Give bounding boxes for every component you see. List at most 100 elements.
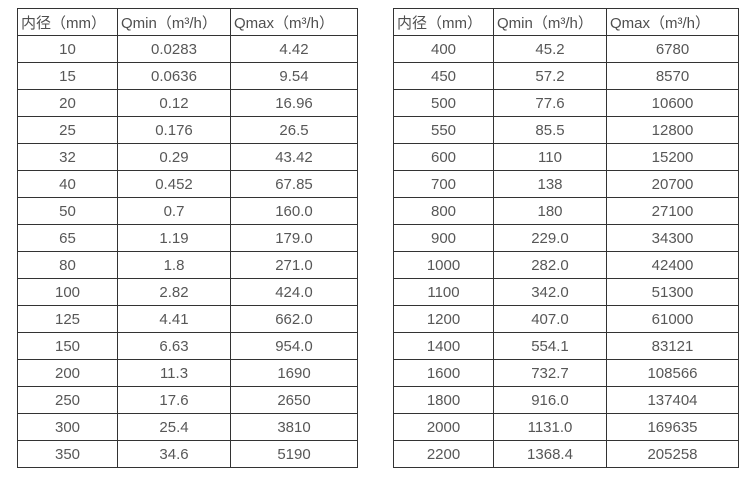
table-cell-qmax-m3h: 271.0 (230, 251, 358, 279)
table-cell-qmin-m3h: 0.176 (117, 116, 231, 144)
table-cell-qmax-m3h: 42400 (606, 251, 739, 279)
table-cell-qmax-m3h: 179.0 (230, 224, 358, 252)
table-cell-qmin-m3h: 407.0 (493, 305, 607, 333)
table-cell-qmin-m3h: 0.452 (117, 170, 231, 198)
table-row: 1600 732.7 108566 (393, 359, 739, 387)
table-cell-qmax-m3h: 424.0 (230, 278, 358, 306)
column-header-qmax-m3h: Qmax（m³/h） (230, 8, 358, 36)
table-row: 150 6.63 954.0 (17, 332, 358, 360)
table-cell-inner-diameter-mm: 32 (17, 143, 118, 171)
table-cell-qmax-m3h: 16.96 (230, 89, 358, 117)
table-row: 800 180 27100 (393, 197, 739, 225)
table-row: 350 34.6 5190 (17, 440, 358, 468)
table-cell-inner-diameter-mm: 20 (17, 89, 118, 117)
table-cell-qmax-m3h: 61000 (606, 305, 739, 333)
table-row: 2000 1131.0 169635 (393, 413, 739, 441)
table-row: 65 1.19 179.0 (17, 224, 358, 252)
table-cell-qmin-m3h: 85.5 (493, 116, 607, 144)
table-cell-qmin-m3h: 0.7 (117, 197, 231, 225)
table-cell-qmax-m3h: 6780 (606, 35, 739, 63)
table-cell-qmin-m3h: 342.0 (493, 278, 607, 306)
table-cell-qmin-m3h: 4.41 (117, 305, 231, 333)
header-row: 内径（mm） Qmin（m³/h） Qmax（m³/h） (393, 8, 739, 36)
table-cell-qmax-m3h: 27100 (606, 197, 739, 225)
table-row: 2200 1368.4 205258 (393, 440, 739, 468)
table-row: 550 85.5 12800 (393, 116, 739, 144)
table-cell-qmax-m3h: 1690 (230, 359, 358, 387)
table-row: 20 0.12 16.96 (17, 89, 358, 117)
table-cell-qmin-m3h: 2.82 (117, 278, 231, 306)
table-cell-qmax-m3h: 8570 (606, 62, 739, 90)
table-cell-qmin-m3h: 1368.4 (493, 440, 607, 468)
table-cell-inner-diameter-mm: 40 (17, 170, 118, 198)
table-cell-qmin-m3h: 732.7 (493, 359, 607, 387)
table-cell-inner-diameter-mm: 400 (393, 35, 494, 63)
table-cell-inner-diameter-mm: 2000 (393, 413, 494, 441)
table-cell-inner-diameter-mm: 100 (17, 278, 118, 306)
table-cell-inner-diameter-mm: 900 (393, 224, 494, 252)
table-cell-qmin-m3h: 1131.0 (493, 413, 607, 441)
column-header-inner-diameter-mm: 内径（mm） (393, 8, 494, 36)
table-cell-qmin-m3h: 17.6 (117, 386, 231, 414)
table-row: 10 0.0283 4.42 (17, 35, 358, 63)
table-cell-qmax-m3h: 15200 (606, 143, 739, 171)
table-cell-inner-diameter-mm: 25 (17, 116, 118, 144)
table-cell-qmin-m3h: 34.6 (117, 440, 231, 468)
table-cell-qmin-m3h: 11.3 (117, 359, 231, 387)
table-row: 1000 282.0 42400 (393, 251, 739, 279)
table-cell-qmax-m3h: 34300 (606, 224, 739, 252)
table-row: 25 0.176 26.5 (17, 116, 358, 144)
table-row: 700 138 20700 (393, 170, 739, 198)
table-row: 600 110 15200 (393, 143, 739, 171)
table-cell-qmax-m3h: 83121 (606, 332, 739, 360)
table-cell-inner-diameter-mm: 350 (17, 440, 118, 468)
table-cell-qmax-m3h: 160.0 (230, 197, 358, 225)
table-cell-inner-diameter-mm: 1100 (393, 278, 494, 306)
table-cell-qmin-m3h: 1.8 (117, 251, 231, 279)
table-cell-inner-diameter-mm: 550 (393, 116, 494, 144)
flow-table-small-diameters: 内径（mm） Qmin（m³/h） Qmax（m³/h） 10 0.0283 4.42 15… (17, 8, 358, 468)
table-row: 15 0.0636 9.54 (17, 62, 358, 90)
table-row: 125 4.41 662.0 (17, 305, 358, 333)
table-cell-qmin-m3h: 554.1 (493, 332, 607, 360)
table-cell-qmax-m3h: 662.0 (230, 305, 358, 333)
table-cell-qmin-m3h: 0.0636 (117, 62, 231, 90)
table-cell-inner-diameter-mm: 65 (17, 224, 118, 252)
table-cell-inner-diameter-mm: 1800 (393, 386, 494, 414)
table-row: 400 45.2 6780 (393, 35, 739, 63)
table-cell-qmax-m3h: 20700 (606, 170, 739, 198)
table-cell-inner-diameter-mm: 700 (393, 170, 494, 198)
table-row: 200 11.3 1690 (17, 359, 358, 387)
table-cell-inner-diameter-mm: 10 (17, 35, 118, 63)
flow-table-large-diameters: 内径（mm） Qmin（m³/h） Qmax（m³/h） 400 45.2 6780 450… (393, 8, 739, 468)
table-row: 40 0.452 67.85 (17, 170, 358, 198)
table-cell-inner-diameter-mm: 200 (17, 359, 118, 387)
table-cell-inner-diameter-mm: 50 (17, 197, 118, 225)
table-cell-qmin-m3h: 57.2 (493, 62, 607, 90)
table-cell-qmax-m3h: 43.42 (230, 143, 358, 171)
table-cell-qmax-m3h: 26.5 (230, 116, 358, 144)
table-cell-inner-diameter-mm: 125 (17, 305, 118, 333)
table-cell-qmin-m3h: 6.63 (117, 332, 231, 360)
table-row: 80 1.8 271.0 (17, 251, 358, 279)
table-cell-qmin-m3h: 77.6 (493, 89, 607, 117)
table-cell-qmax-m3h: 108566 (606, 359, 739, 387)
table-row: 1200 407.0 61000 (393, 305, 739, 333)
table-cell-qmin-m3h: 0.12 (117, 89, 231, 117)
table-row: 1800 916.0 137404 (393, 386, 739, 414)
column-header-qmin-m3h: Qmin（m³/h） (493, 8, 607, 36)
table-cell-qmax-m3h: 205258 (606, 440, 739, 468)
table-cell-inner-diameter-mm: 450 (393, 62, 494, 90)
table-row: 900 229.0 34300 (393, 224, 739, 252)
table-cell-qmin-m3h: 229.0 (493, 224, 607, 252)
table-cell-qmin-m3h: 45.2 (493, 35, 607, 63)
table-cell-inner-diameter-mm: 1200 (393, 305, 494, 333)
table-cell-qmax-m3h: 5190 (230, 440, 358, 468)
table-cell-qmin-m3h: 282.0 (493, 251, 607, 279)
table-cell-qmin-m3h: 916.0 (493, 386, 607, 414)
column-header-inner-diameter-mm: 内径（mm） (17, 8, 118, 36)
table-row: 500 77.6 10600 (393, 89, 739, 117)
table-row: 1400 554.1 83121 (393, 332, 739, 360)
table-row: 300 25.4 3810 (17, 413, 358, 441)
